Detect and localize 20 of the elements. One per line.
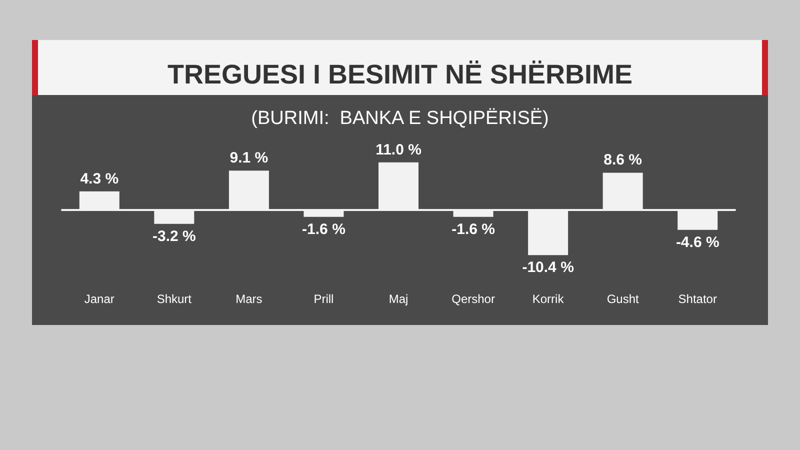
x-tick-label: Prill xyxy=(314,292,334,306)
data-label: 11.0 % xyxy=(376,141,422,158)
x-tick-label: Qershor xyxy=(452,292,495,306)
data-label: 8.6 % xyxy=(604,152,642,169)
data-label: -3.2 % xyxy=(152,228,196,245)
data-label: 4.3 % xyxy=(80,170,119,188)
chart-subtitle: (BURIMI: BANKA E SHQIPËRISË) xyxy=(251,108,549,129)
x-tick-label: Shtator xyxy=(678,292,717,306)
x-tick-label: Korrik xyxy=(532,292,565,306)
chart-title: TREGUESI I BESIMIT NË SHËRBIME xyxy=(167,60,633,90)
x-tick-label: Shkurt xyxy=(156,292,192,306)
data-label: 9.1 % xyxy=(230,150,268,167)
x-tick-label: Maj xyxy=(388,292,408,306)
x-tick-label: Gusht xyxy=(606,292,640,306)
data-label: -10.4 % xyxy=(522,259,574,276)
data-label: -1.6 % xyxy=(452,220,495,238)
x-tick-label: Janar xyxy=(84,292,114,306)
data-label: -1.6 % xyxy=(302,220,346,238)
x-tick-label: Mars xyxy=(236,292,262,306)
data-label: -4.6 % xyxy=(676,234,720,251)
